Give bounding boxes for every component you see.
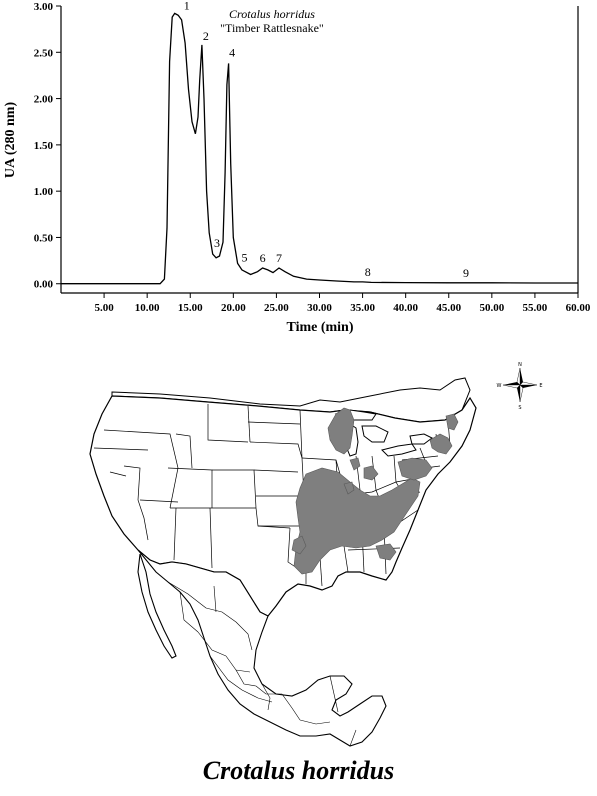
x-tick-label: 15.00 [178, 302, 203, 314]
chromatogram-chart: 5.00 10.00 15.00 20.00 25.00 30.00 35.00 40.00 4… [3, 0, 591, 335]
x-tick-label: 30.00 [307, 302, 332, 314]
peak-label-1: 1 [184, 0, 190, 12]
y-tick-label: 3.00 [34, 1, 54, 13]
x-tick-label: 10.00 [135, 302, 160, 314]
x-tick-label: 50.00 [479, 302, 504, 314]
peak-label-5: 5 [242, 251, 248, 265]
range-map: N S E W [89, 362, 543, 747]
peak-label-8: 8 [365, 265, 371, 279]
compass-west-label: W [497, 383, 502, 389]
compass-south-label: S [518, 405, 521, 411]
chart-title: Crotalus horridus [229, 7, 315, 21]
y-axis-title: UA (280 nm) [3, 102, 18, 179]
y-tick-label: 1.50 [34, 140, 54, 152]
x-tick-label: 20.00 [221, 302, 246, 314]
mexico-outline [137, 549, 387, 747]
y-tick-label: 0.00 [34, 279, 54, 291]
peak-label-2: 2 [203, 29, 209, 43]
x-axis-title: Time (min) [286, 320, 353, 335]
y-tick-label: 1.00 [34, 186, 54, 198]
peak-label-3: 3 [214, 236, 220, 250]
x-tick-label: 35.00 [350, 302, 375, 314]
peak-labels: 1 2 3 4 5 6 7 8 9 [184, 0, 469, 280]
y-tick-label: 2.00 [34, 94, 54, 106]
map-caption: Crotalus horridus [202, 756, 395, 785]
compass-north-label: N [518, 362, 522, 368]
compass-rose-icon: N S E W [497, 362, 543, 411]
x-ticks: 5.00 10.00 15.00 20.00 25.00 30.00 35.00 40.00 4… [94, 293, 591, 314]
x-tick-label: 25.00 [264, 302, 289, 314]
y-ticks: 0.00 0.50 1.00 1.50 2.00 2.50 3.00 [34, 1, 61, 291]
x-tick-label: 60.00 [566, 302, 591, 314]
x-tick-label: 40.00 [393, 302, 418, 314]
x-tick-label: 5.00 [94, 302, 114, 314]
chromatogram-trace [61, 12, 578, 285]
peak-label-7: 7 [276, 251, 282, 265]
compass-east-label: E [539, 383, 542, 389]
y-tick-label: 2.50 [34, 47, 54, 59]
mexico-state-lines [167, 581, 357, 747]
peak-label-6: 6 [260, 251, 266, 265]
x-tick-label: 45.00 [436, 302, 461, 314]
peak-label-4: 4 [229, 45, 235, 59]
chart-subtitle: "Timber Rattlesnake" [220, 21, 324, 35]
y-tick-label: 0.50 [34, 232, 54, 244]
x-tick-label: 55.00 [523, 302, 548, 314]
species-range-area [291, 407, 459, 575]
peak-label-9: 9 [463, 266, 469, 280]
